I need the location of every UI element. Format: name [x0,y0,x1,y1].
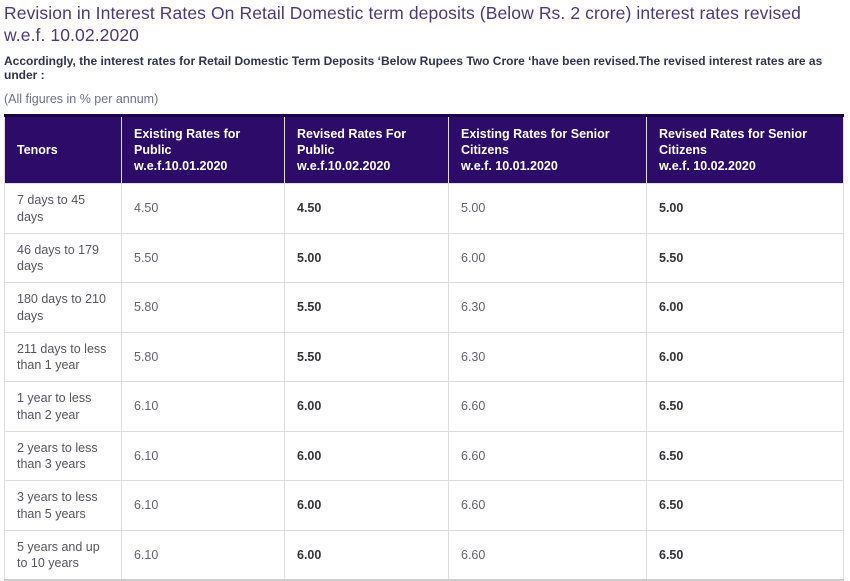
tenor-cell: 3 years to less than 5 years [4,480,122,531]
header-revised-senior: Revised Rates for Senior Citizens w.e.f.… [646,113,844,185]
figures-unit-note: (All figures in % per annum) [4,91,159,106]
existing-public-rate-cell: 6.10 [121,381,285,432]
interest-rates-table: Tenors Existing Rates for Public w.e.f.1… [4,113,844,581]
header-revised-public: Revised Rates For Public w.e.f.10.02.202… [284,113,449,185]
revised-senior-rate-cell: 6.50 [646,480,844,531]
table-row: 46 days to 179 days 5.50 5.00 6.00 5.50 [4,232,844,284]
header-existing-senior: Existing Rates for Senior Citizens w.e.f… [448,113,647,185]
table-row: 2 years to less than 3 years 6.10 6.00 6… [4,430,844,482]
header-label: Existing Rates for Public [134,126,241,157]
table-row: 5 years and up to 10 years 6.10 6.00 6.6… [4,529,844,581]
existing-public-rate-cell: 4.50 [121,183,285,234]
revised-senior-rate-cell: 6.00 [646,282,844,333]
revised-senior-rate-cell: 6.50 [646,529,844,581]
tenor-cell: 5 years and up to 10 years [4,529,122,581]
existing-public-rate-cell: 6.10 [121,480,285,531]
revised-senior-rate-cell: 6.00 [646,331,844,383]
tenor-cell: 211 days to less than 1 year [4,331,122,383]
existing-public-rate-cell: 5.80 [121,331,285,383]
tenor-cell: 180 days to 210 days [4,282,122,333]
revised-public-rate-cell: 6.00 [284,381,449,432]
revised-public-rate-cell: 4.50 [284,183,449,234]
existing-senior-rate-cell: 6.30 [448,282,647,333]
existing-public-rate-cell: 5.50 [121,232,285,284]
header-tenors: Tenors [4,113,122,185]
existing-senior-rate-cell: 5.00 [448,183,647,234]
header-effective-date: w.e.f. 10.02.2020 [659,159,756,174]
existing-public-rate-cell: 6.10 [121,529,285,581]
revised-senior-rate-cell: 6.50 [646,381,844,432]
tenor-cell: 1 year to less than 2 year [4,381,122,432]
header-effective-date: w.e.f.10.02.2020 [297,159,391,174]
revised-senior-rate-cell: 5.00 [646,183,844,234]
page-subtitle: Accordingly, the interest rates for Reta… [4,53,823,83]
tenor-cell: 46 days to 179 days [4,232,122,284]
revised-senior-rate-cell: 6.50 [646,430,844,482]
revised-public-rate-cell: 6.00 [284,430,449,482]
table-row: 1 year to less than 2 year 6.10 6.00 6.6… [4,381,844,432]
revised-senior-rate-cell: 5.50 [646,232,844,284]
existing-public-rate-cell: 6.10 [121,430,285,482]
header-label: Revised Rates For Public [297,126,407,157]
header-effective-date: w.e.f. 10.01.2020 [461,159,558,174]
revised-public-rate-cell: 6.00 [284,480,449,531]
header-label: Existing Rates for Senior Citizens [461,126,610,157]
existing-senior-rate-cell: 6.60 [448,381,647,432]
existing-senior-rate-cell: 6.00 [448,232,647,284]
page-title: Revision in Interest Rates On Retail Dom… [4,3,802,45]
revised-public-rate-cell: 5.00 [284,232,449,284]
table-row: 3 years to less than 5 years 6.10 6.00 6… [4,480,844,531]
table-row: 211 days to less than 1 year 5.80 5.50 6… [4,331,844,383]
existing-senior-rate-cell: 6.60 [448,480,647,531]
existing-senior-rate-cell: 6.60 [448,529,647,581]
header-label: Revised Rates for Senior Citizens [659,126,807,157]
header-existing-public: Existing Rates for Public w.e.f.10.01.20… [121,113,285,185]
existing-public-rate-cell: 5.80 [121,282,285,333]
revised-public-rate-cell: 6.00 [284,529,449,581]
table-header-row: Tenors Existing Rates for Public w.e.f.1… [4,113,844,185]
tenor-cell: 2 years to less than 3 years [4,430,122,482]
tenor-cell: 7 days to 45 days [4,183,122,234]
revised-public-rate-cell: 5.50 [284,331,449,383]
existing-senior-rate-cell: 6.60 [448,430,647,482]
existing-senior-rate-cell: 6.30 [448,331,647,383]
table-row: 180 days to 210 days 5.80 5.50 6.30 6.00 [4,282,844,333]
revised-public-rate-cell: 5.50 [284,282,449,333]
header-label: Tenors [17,142,58,157]
table-row: 7 days to 45 days 4.50 4.50 5.00 5.00 [4,183,844,234]
header-effective-date: w.e.f.10.01.2020 [134,159,228,174]
